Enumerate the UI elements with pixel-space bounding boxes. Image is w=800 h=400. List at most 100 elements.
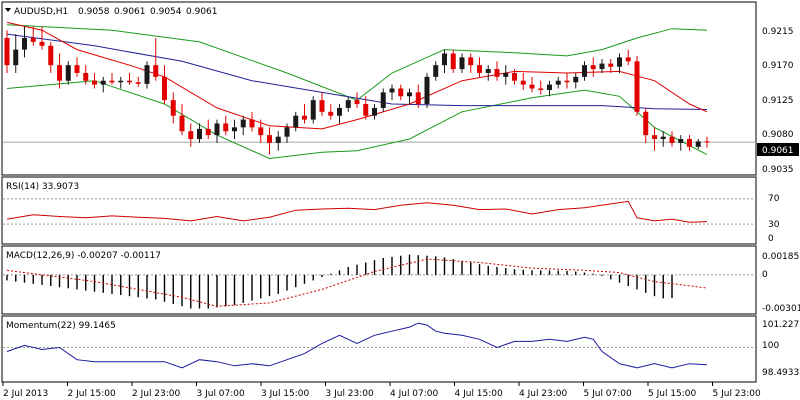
candle-body xyxy=(590,65,596,70)
candle-body xyxy=(153,65,159,77)
candle-body xyxy=(144,65,150,84)
macd-tick: 0.00185 xyxy=(762,252,799,262)
candle-body xyxy=(468,57,474,66)
candle-body xyxy=(205,128,211,136)
chart-menu-triangle-icon[interactable] xyxy=(5,8,11,12)
candle-body xyxy=(328,111,334,116)
candle-body xyxy=(135,82,141,84)
candle-body xyxy=(232,127,237,132)
time-axis-label: 2 Jul 15:00 xyxy=(68,389,117,399)
macd-signal-line xyxy=(6,258,708,307)
candle-body xyxy=(118,80,124,83)
candle-body xyxy=(22,37,27,50)
candle-body xyxy=(669,136,675,143)
time-axis-label: 4 Jul 23:00 xyxy=(519,389,568,399)
candle-body xyxy=(284,127,290,137)
candle-body xyxy=(520,80,526,85)
price-panel-frame xyxy=(1,1,757,176)
time-axis-label: 5 Jul 15:00 xyxy=(648,389,697,399)
candle-body xyxy=(485,69,491,73)
candle-body xyxy=(643,111,649,136)
candle-body xyxy=(424,76,430,105)
candle-body xyxy=(65,65,71,81)
candle-body xyxy=(319,100,325,112)
candle-body xyxy=(354,100,360,105)
macd-panel-frame xyxy=(1,245,757,315)
candle-body xyxy=(660,136,666,140)
candle-body xyxy=(538,88,544,91)
candle-body xyxy=(48,45,54,66)
candle-body xyxy=(214,123,220,136)
price-tick: 0.9035 xyxy=(762,165,794,175)
candle-body xyxy=(293,115,299,128)
time-axis-label: 2 Jul 23:00 xyxy=(132,389,181,399)
candle-body xyxy=(188,131,194,140)
rsi-panel-frame xyxy=(1,176,757,245)
candle-body xyxy=(302,115,307,120)
candle-body xyxy=(617,57,622,67)
time-axis-label: 4 Jul 07:00 xyxy=(390,389,439,399)
candle-body xyxy=(223,123,229,132)
price-tick: 0.9125 xyxy=(762,96,794,106)
time-axis-label: 5 Jul 07:00 xyxy=(584,389,633,399)
candle-body xyxy=(415,92,421,105)
candle-body xyxy=(258,127,264,136)
macd-title: MACD(12,26,9) -0.00207 -0.00117 xyxy=(6,251,161,261)
momentum-tick: 100 xyxy=(762,341,779,351)
candle-body xyxy=(372,107,377,116)
candle-body xyxy=(503,72,509,77)
candle-body xyxy=(687,139,692,147)
candle-body xyxy=(74,65,80,73)
candle-body xyxy=(109,80,115,83)
candle-body xyxy=(275,136,281,143)
candle-body xyxy=(162,76,167,101)
candle-body xyxy=(240,119,246,128)
current-price-label: 0.9061 xyxy=(762,146,794,156)
ohlc-high: 0.9061 xyxy=(114,7,146,17)
candle-body xyxy=(179,115,185,132)
candle-body xyxy=(389,88,395,93)
candle-body xyxy=(477,65,482,73)
momentum-title: Momentum(22) 99.1465 xyxy=(6,321,116,331)
rsi-tick: 70 xyxy=(768,194,780,204)
candle-body xyxy=(564,80,570,83)
candle-body xyxy=(267,135,272,143)
price-panel xyxy=(3,21,755,160)
candle-body xyxy=(695,141,701,147)
macd-tick: -0.00301 xyxy=(762,304,800,314)
rsi-tick: 30 xyxy=(768,220,780,230)
macd-panel xyxy=(3,254,755,309)
ohlc-close: 0.9061 xyxy=(186,7,218,17)
candle-body xyxy=(625,57,631,62)
rsi-title: RSI(14) 33.9073 xyxy=(6,182,79,192)
candle-body xyxy=(197,128,202,140)
candle-body xyxy=(529,84,535,89)
momentum-panel-frame xyxy=(1,315,757,383)
price-tick: 0.9215 xyxy=(762,27,794,37)
candle-body xyxy=(582,65,587,77)
time-axis-label: 5 Jul 23:00 xyxy=(713,389,762,399)
candle-body xyxy=(100,80,106,85)
candle-body xyxy=(345,100,351,108)
time-axis-label: 4 Jul 15:00 xyxy=(455,389,504,399)
candle-body xyxy=(380,92,386,108)
candle-body xyxy=(512,72,517,81)
candle-body xyxy=(127,80,132,83)
candle-body xyxy=(83,72,89,81)
bollinger-upper-line xyxy=(6,24,708,101)
price-tick: 0.9080 xyxy=(762,130,794,140)
rsi-panel xyxy=(3,198,755,225)
candle-body xyxy=(13,49,19,66)
current-price-box xyxy=(757,143,799,156)
price-tick: 0.9170 xyxy=(762,61,794,71)
candle-body xyxy=(310,100,316,120)
candle-body xyxy=(634,61,640,112)
candle-body xyxy=(573,76,579,83)
momentum-line xyxy=(6,322,708,369)
candle-body xyxy=(57,65,62,81)
candle-body xyxy=(450,53,456,70)
fast-ma-line xyxy=(6,21,708,130)
candle-body xyxy=(678,139,684,143)
candle-body xyxy=(608,63,614,67)
